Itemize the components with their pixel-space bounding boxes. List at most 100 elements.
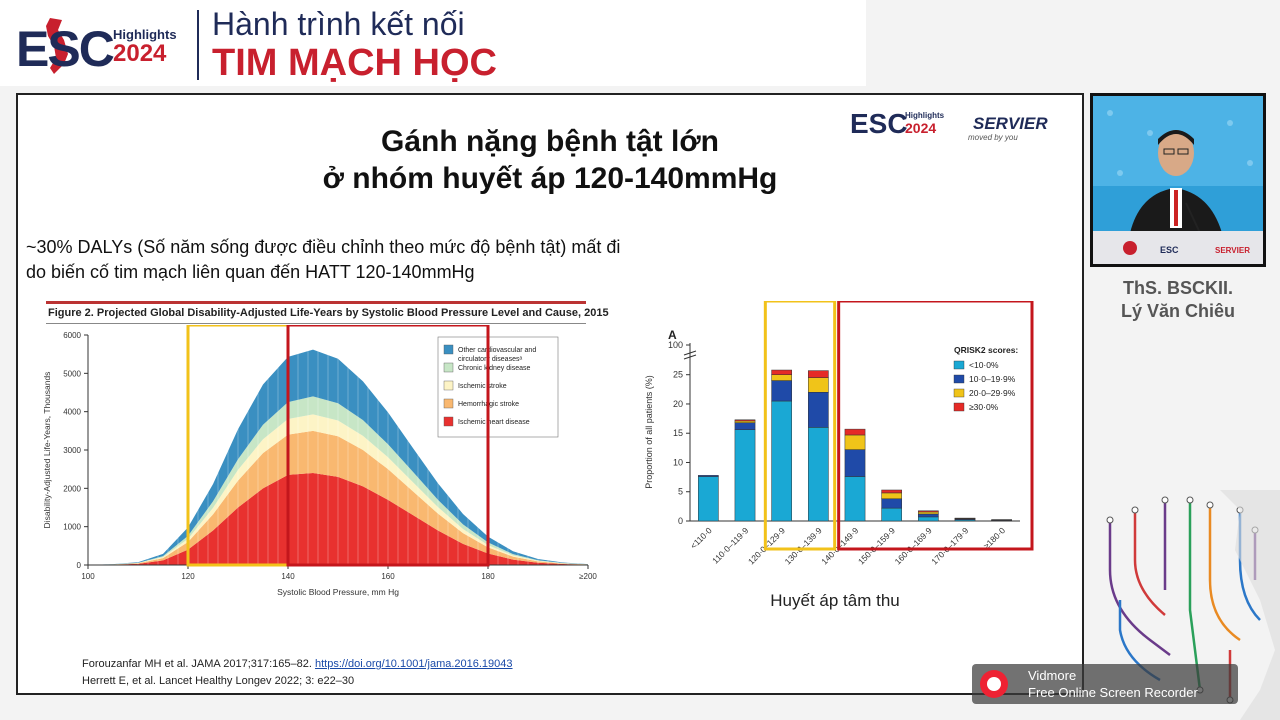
area-series-1 — [88, 430, 588, 565]
highlight-box-red — [837, 301, 1034, 551]
legend-swatch — [443, 344, 454, 355]
x-tick-label: ≥180·0 — [981, 525, 1007, 551]
y-tick-label: 5000 — [63, 369, 81, 378]
bar-segment — [698, 475, 719, 477]
x-tick-label: 110·0–119·9 — [710, 525, 750, 565]
figure-title-rule — [46, 323, 586, 324]
panel-label: A — [668, 328, 677, 342]
area-series-0 — [88, 473, 588, 565]
bar-segment — [881, 507, 902, 522]
y-tick-label: 20 — [673, 399, 683, 409]
area-series-4 — [88, 349, 588, 565]
x-tick-label: 140 — [281, 572, 295, 581]
slide-body-line1: ~30% DALYs (Số năm sống được điều chỉnh … — [26, 237, 621, 257]
sponsor-tagline: moved by you — [968, 133, 1018, 142]
y-tick-label: 2000 — [63, 484, 81, 493]
x-axis-label: Huyết áp tâm thu — [770, 591, 899, 610]
reference-2: Herrett E, et al. Lancet Healthy Longev … — [82, 675, 355, 687]
bar-segment — [734, 420, 756, 423]
bar-segment — [734, 419, 756, 422]
bar-segment — [808, 392, 829, 428]
legend-title: QRISK2 scores: — [954, 345, 1018, 355]
bar-segment — [734, 422, 756, 430]
highlight-box-yellow — [763, 301, 837, 551]
legend-swatch — [953, 402, 965, 412]
figure-top-rule — [46, 301, 586, 304]
x-tick-label: 160 — [381, 572, 395, 581]
reference-1: Forouzanfar MH et al. JAMA 2017;317:165–… — [82, 658, 513, 670]
header-banner: ESC Highlights 2024 Hành trình kết nối T… — [0, 0, 866, 86]
slide-title-line1: Gánh nặng bệnh tật lớn — [381, 125, 719, 158]
legend-label: 20·0–29·9% — [969, 388, 1016, 398]
y-tick-label: 1000 — [63, 523, 81, 532]
vietnam-map-icon — [46, 18, 68, 74]
bar-segment — [918, 516, 939, 522]
y-tick-label: 5 — [678, 487, 683, 497]
bar-segment — [844, 476, 866, 522]
speaker-title: ThS. BSCKII. — [1122, 278, 1233, 298]
legend-swatch — [443, 380, 454, 391]
slide-logo-year: 2024 — [905, 120, 937, 136]
bar-segment — [844, 428, 866, 436]
y-tick-label: 0 — [678, 516, 683, 526]
event-logo-year: 2024 — [113, 40, 167, 67]
speaker-name: Lý Văn Chiêu — [1120, 301, 1236, 321]
bar-segment — [771, 369, 792, 375]
axis-break-mark — [683, 350, 697, 356]
figure2-title: Figure 2. Projected Global Disability-Ad… — [48, 307, 609, 319]
x-tick-label: ≥200 — [579, 572, 597, 581]
y-tick-label: 100 — [668, 340, 683, 350]
reference-1-link[interactable]: https://doi.org/10.1001/jama.2016.19043 — [314, 658, 513, 670]
y-tick-label: 25 — [673, 370, 683, 380]
bar-segment — [808, 427, 829, 522]
legend-label: Ischemic stroke — [458, 383, 507, 390]
bar-segment — [844, 434, 866, 450]
slide-title-line2: ở nhóm huyết áp 120-140mmHg — [322, 162, 778, 195]
legend-label: ≥30·0% — [969, 402, 999, 412]
x-tick-label: 100 — [81, 572, 95, 581]
legend-swatch — [443, 398, 454, 409]
x-tick-label: 160·0–169·9 — [893, 525, 934, 566]
legend-label: <10·0% — [969, 360, 999, 370]
speaker-video-frame: ESC SERVIER — [1090, 93, 1266, 267]
y-tick-label: 4000 — [63, 408, 81, 417]
x-tick-label: 180 — [481, 572, 495, 581]
bar-segment — [991, 519, 1013, 521]
highlight-box-red — [286, 325, 490, 567]
podium-logo: ESC — [1160, 245, 1179, 255]
recorder-brand: Vidmore — [1028, 668, 1077, 683]
legend-label: Other cardiovascular and — [458, 347, 536, 354]
x-tick-label: <110·0 — [688, 525, 714, 551]
bar-segment — [918, 513, 939, 518]
y-tick-label: 0 — [77, 561, 82, 570]
bar-segment — [954, 517, 976, 519]
y-tick-label: 10 — [673, 457, 683, 467]
axis-break-mark — [683, 354, 697, 360]
qrisk-bar-chart: A 0 5 10 15 20 25 100 Proportion of all patients… — [644, 301, 1034, 610]
bar-segment — [771, 380, 792, 402]
sponsor-logo: SERVIER — [973, 114, 1048, 133]
event-logo-highlights: Highlights — [113, 27, 177, 42]
legend-label: circulatory diseasesᵃ — [458, 356, 522, 363]
svg-text:SERVIER: SERVIER — [1215, 246, 1250, 255]
legend-label: 10·0–19·9% — [969, 374, 1016, 384]
recorder-tagline: Free Online Screen Recorder — [1028, 685, 1198, 700]
bar-segment — [881, 492, 902, 500]
bar-segment — [881, 498, 902, 509]
legend-swatch — [953, 374, 965, 384]
x-axis-label: Systolic Blood Pressure, mm Hg — [277, 587, 399, 597]
screen-recorder-overlay[interactable]: Vidmore Free Online Screen Recorder — [972, 664, 1238, 704]
bar-segment — [808, 377, 829, 393]
presentation-slide: ESC Highlights 2024 SERVIER moved by you… — [16, 93, 1084, 695]
bar-segment — [698, 476, 719, 522]
x-tick-label: 170·0–179·9 — [929, 525, 970, 566]
legend-label: Chronic kidney disease — [458, 365, 530, 372]
bar-segment — [734, 429, 756, 522]
legend-swatch — [953, 360, 965, 370]
header-title-line1: Hành trình kết nối — [212, 6, 465, 42]
x-tick-label: 150·0–159·9 — [856, 525, 897, 566]
y-tick-label: 3000 — [63, 446, 81, 455]
x-tick-label: 130·0–139·9 — [783, 525, 824, 566]
bar-segment — [918, 510, 939, 513]
y-tick-label: 6000 — [63, 331, 81, 340]
